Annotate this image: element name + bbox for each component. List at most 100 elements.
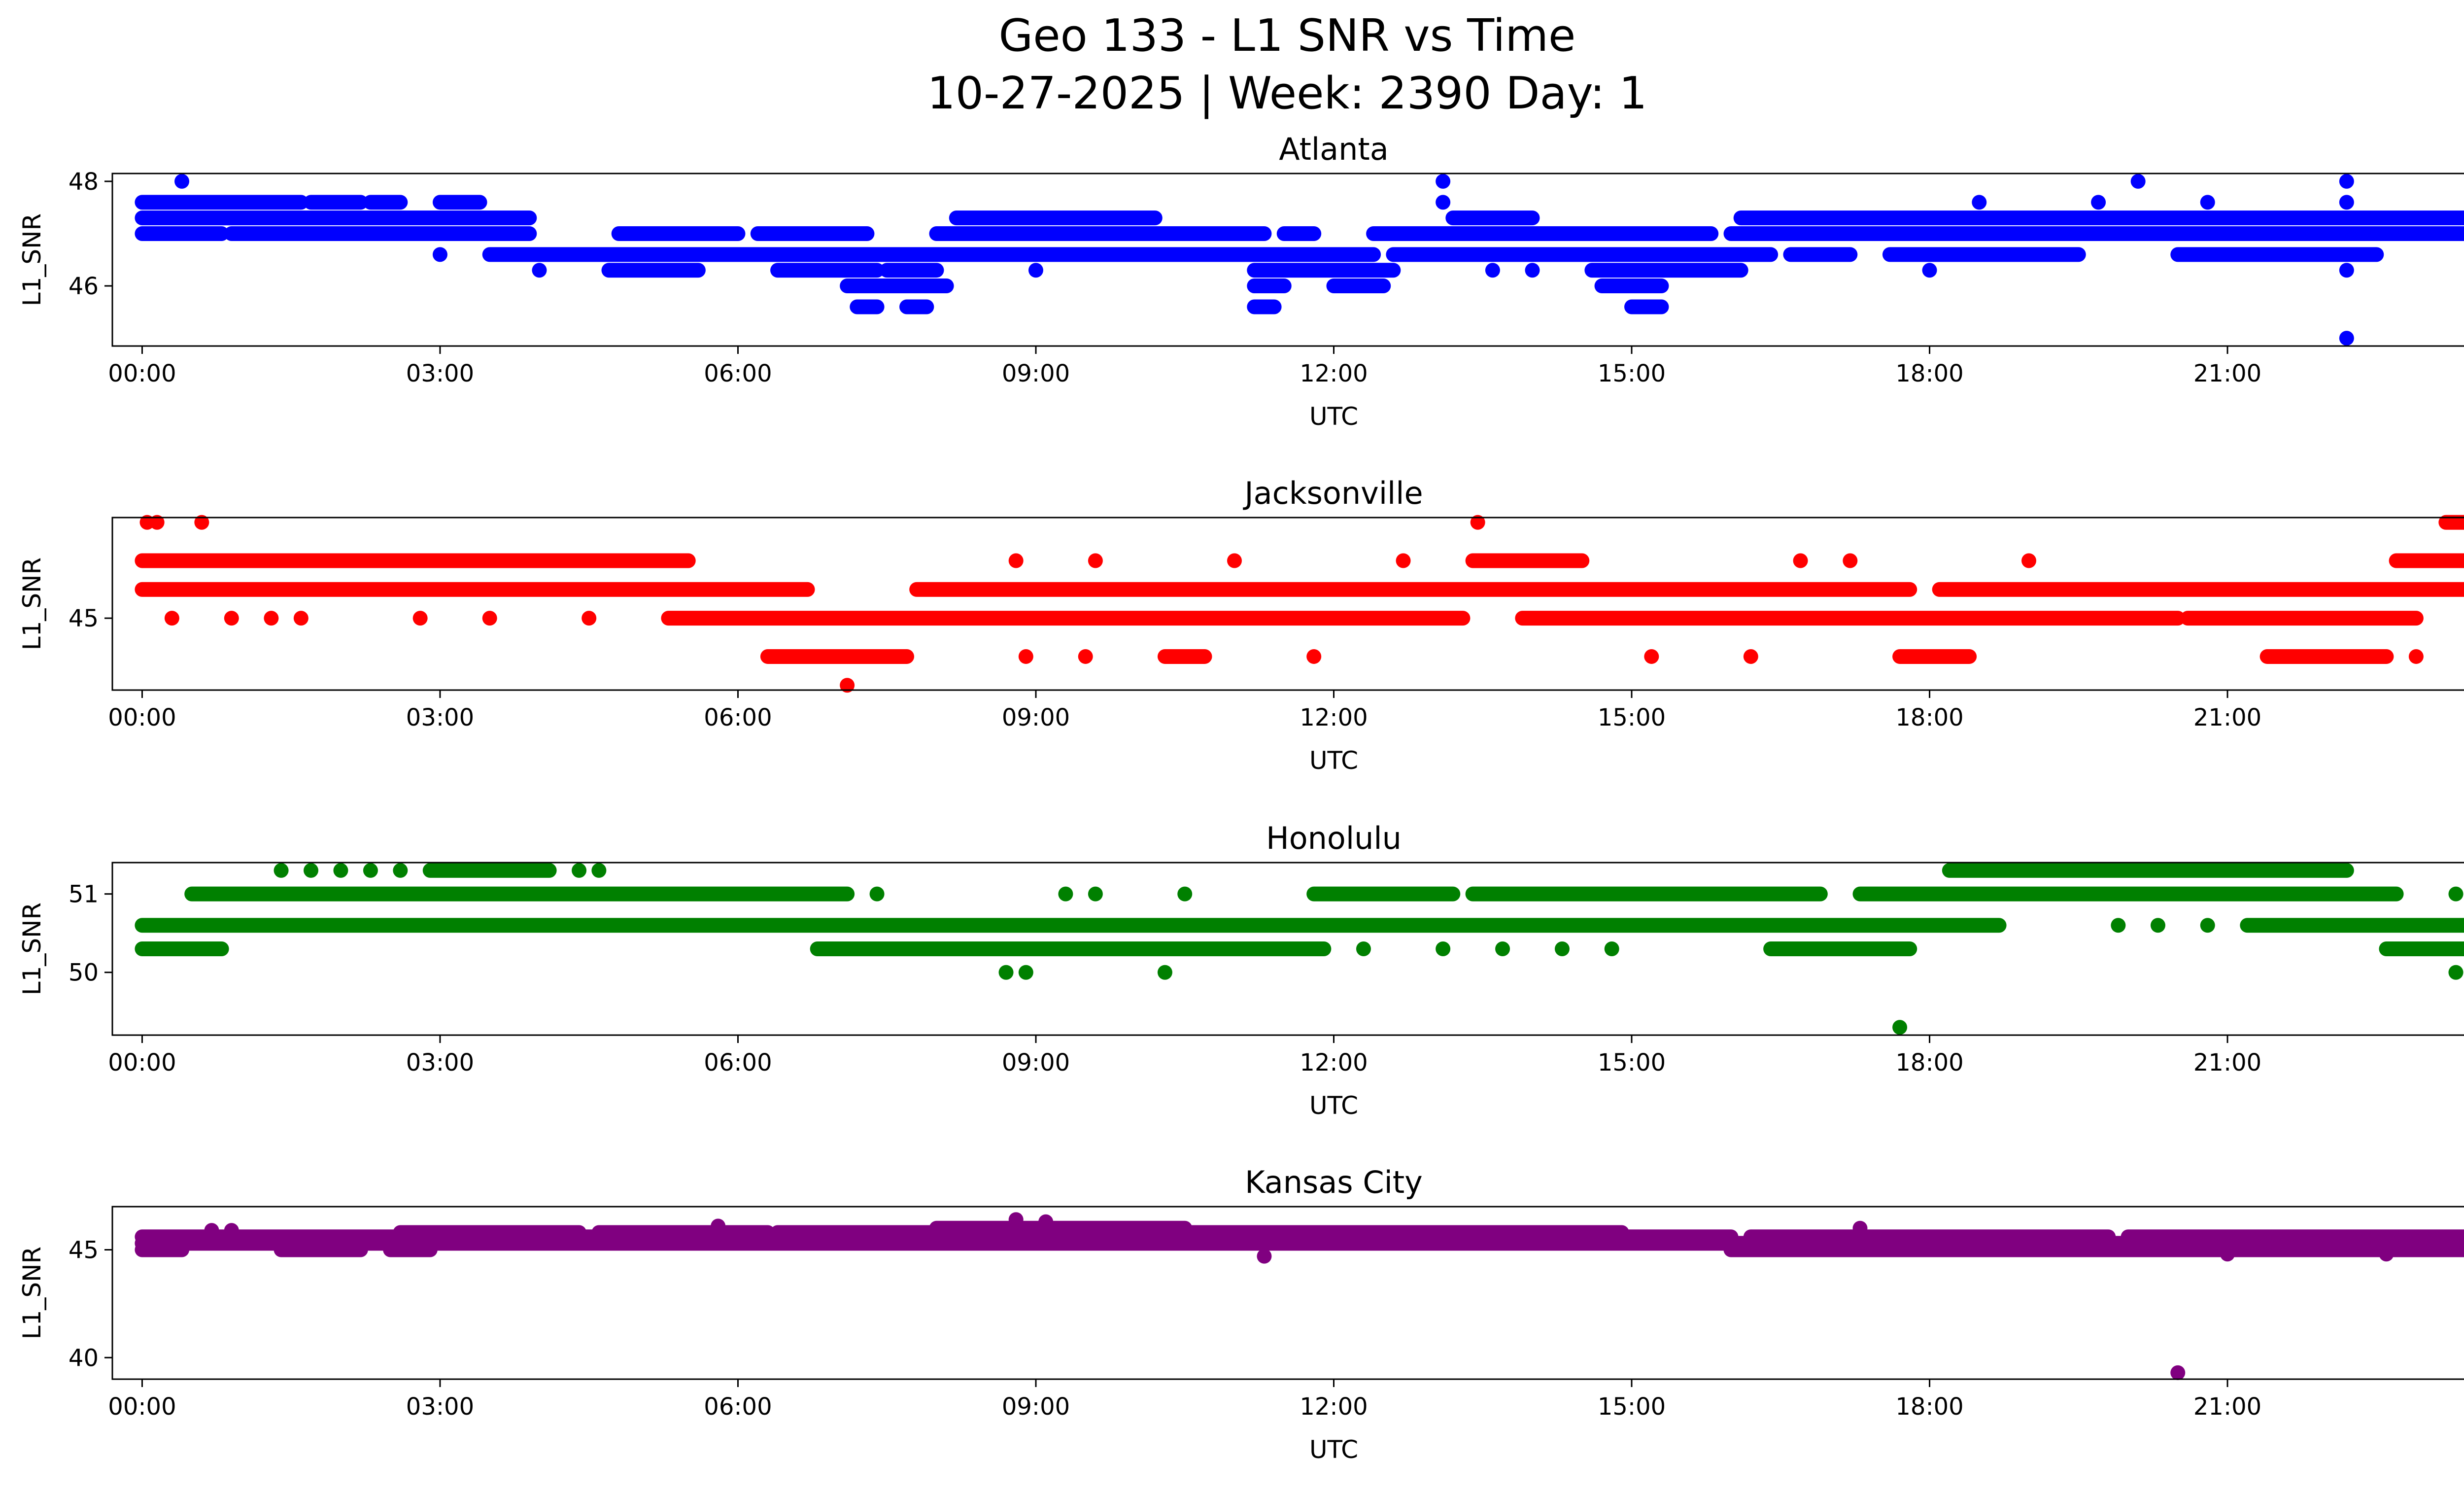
data-point [582, 611, 597, 626]
data-point-band [1366, 226, 1719, 241]
data-point [1470, 515, 1485, 530]
data-point [1088, 886, 1103, 902]
x-tick-label: 00:00 [108, 360, 176, 387]
data-point-band [1892, 649, 1977, 664]
data-point-band [949, 210, 1163, 226]
data-point [274, 863, 289, 878]
data-point [1495, 941, 1510, 956]
subplot-0: Atlanta L1_SNR UTC 00:00 03:00 06:00 09:00 12:0… [18, 131, 2464, 431]
data-point-band [929, 1220, 1193, 1236]
data-point-band [135, 941, 229, 956]
subplot-panels: Atlanta L1_SNR UTC 00:00 03:00 06:00 09:00 12:0… [18, 131, 2464, 1464]
data-point-band [1465, 886, 1828, 902]
data-point [164, 611, 179, 626]
data-point-band [899, 299, 934, 314]
data-point [2130, 174, 2146, 189]
x-tick-label: 15:00 [1598, 360, 1666, 387]
x-tick-label: 21:00 [2193, 1049, 2261, 1077]
data-point-band [1247, 278, 1292, 294]
data-point-band [2389, 553, 2464, 568]
y-axis-label: L1_SNR [18, 1247, 46, 1340]
data-point-band [432, 195, 487, 210]
data-point [224, 1223, 239, 1238]
data-point [1058, 886, 1073, 902]
data-point-band [1942, 863, 2354, 878]
x-tick-label: 12:00 [1300, 1393, 1368, 1421]
data-point-band [135, 210, 537, 226]
data-point [2021, 553, 2037, 568]
y-axis-label: L1_SNR [18, 903, 46, 996]
data-point-band [770, 1225, 944, 1240]
x-tick-label: 03:00 [406, 1049, 474, 1077]
scatter-points [135, 174, 2464, 346]
data-point [224, 611, 239, 626]
data-point [174, 174, 190, 189]
data-point-band [304, 195, 368, 210]
data-point [1644, 649, 1659, 664]
data-point-band [135, 553, 696, 568]
data-point [1227, 553, 1242, 568]
data-point [1743, 649, 1758, 664]
x-axis-label: UTC [1309, 402, 1358, 431]
data-point-band [661, 611, 1471, 626]
data-point-band [393, 1225, 587, 1240]
data-point-band [2259, 649, 2394, 664]
data-point-band [482, 247, 1381, 262]
data-point [1018, 965, 1033, 980]
x-tick-label: 12:00 [1300, 704, 1368, 731]
data-point [1525, 263, 1540, 278]
data-point [532, 263, 547, 278]
data-point-band [750, 226, 875, 241]
data-point-band [591, 1225, 775, 1240]
y-axis-label: L1_SNR [18, 213, 46, 307]
data-point [591, 863, 607, 878]
data-point-band [1247, 299, 1282, 314]
data-point [264, 611, 279, 626]
x-tick-label: 00:00 [108, 1393, 176, 1421]
x-tick-label: 09:00 [1002, 360, 1070, 387]
subplot-title: Jacksonville [1242, 475, 1423, 511]
data-point-band [810, 941, 1332, 956]
data-point-band [1247, 263, 1401, 278]
data-point-band [2170, 247, 2384, 262]
data-point-band [383, 1242, 438, 1257]
data-point [1008, 1212, 1024, 1227]
data-point [304, 863, 319, 878]
data-point [1843, 553, 1858, 568]
data-point-band [2180, 611, 2424, 626]
subplot-1: Jacksonville L1_SNR UTC 00:00 03:00 06:00 09:0… [18, 475, 2464, 775]
data-point-band [929, 226, 1272, 241]
data-point [2339, 263, 2354, 278]
data-point [1436, 174, 1451, 189]
data-point [1852, 1220, 1868, 1236]
data-point [1922, 263, 1937, 278]
y-tick-label: 50 [68, 959, 99, 987]
subplot-title: Honolulu [1266, 820, 1402, 856]
data-point-band [1723, 1242, 2464, 1257]
data-point-band [135, 918, 2007, 933]
data-point-band [1852, 886, 2404, 902]
x-axis-label: UTC [1309, 746, 1358, 775]
data-point [998, 965, 1014, 980]
data-point-band [1763, 941, 1917, 956]
data-point [2200, 918, 2215, 933]
x-tick-label: 15:00 [1598, 1393, 1666, 1421]
data-point-band [1733, 210, 2464, 226]
data-point-band [2240, 918, 2464, 933]
data-point-band [909, 582, 1917, 597]
y-tick-label: 45 [68, 605, 99, 632]
data-point [2200, 195, 2215, 210]
data-point [1396, 553, 1411, 568]
data-point-band [1932, 582, 2464, 597]
data-point [149, 515, 165, 530]
figure-subtitle: 10-27-2025 | Week: 2390 Day: 1 [927, 68, 1647, 119]
data-point [840, 678, 855, 693]
data-point-band [1276, 226, 1322, 241]
x-tick-label: 12:00 [1300, 360, 1368, 387]
data-point [869, 886, 885, 902]
data-point [711, 1218, 726, 1234]
data-point [2111, 918, 2126, 933]
x-tick-label: 21:00 [2193, 704, 2261, 731]
x-axis-label: UTC [1309, 1091, 1358, 1120]
y-tick-label: 45 [68, 1237, 99, 1264]
